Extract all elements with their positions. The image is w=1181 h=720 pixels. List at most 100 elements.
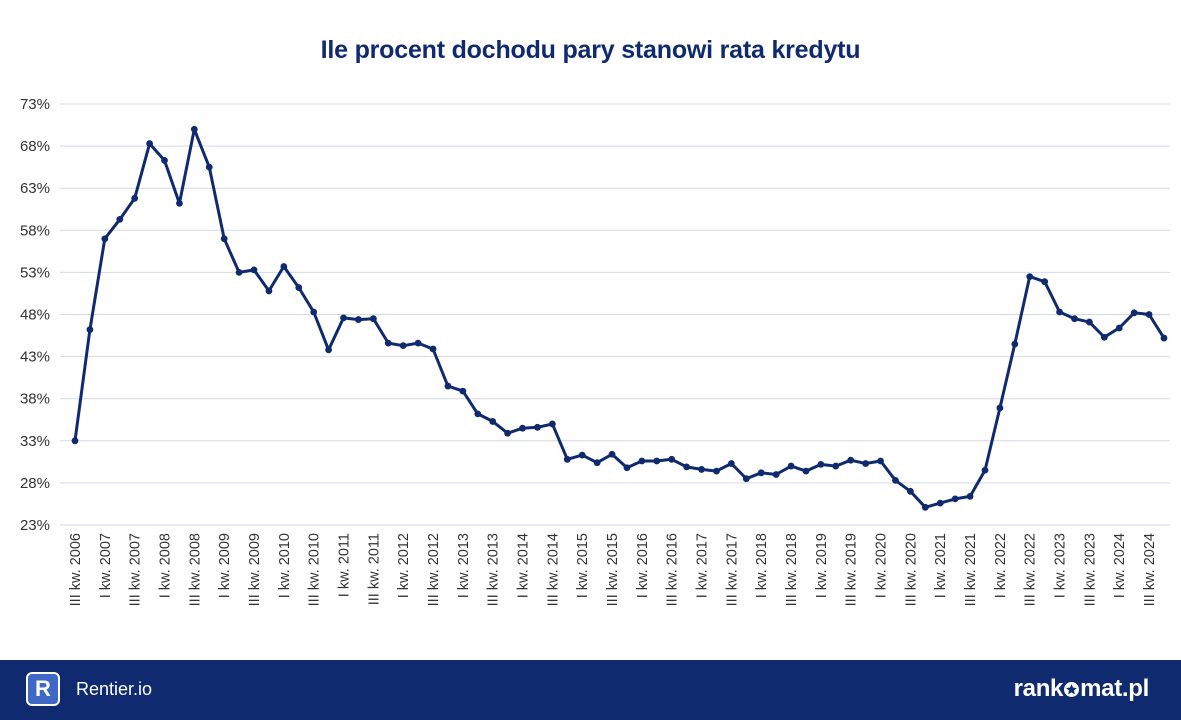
data-point [623, 464, 631, 472]
x-tick-label: III kw. 2011 [366, 533, 382, 605]
data-point [802, 467, 810, 475]
x-tick-label: III kw. 2014 [545, 533, 561, 606]
data-point [593, 459, 601, 467]
data-point [519, 424, 526, 432]
data-point [996, 404, 1004, 412]
data-point [772, 471, 780, 478]
data-point [161, 157, 168, 164]
data-point [1026, 273, 1034, 281]
data-point [369, 315, 377, 323]
data-point [384, 339, 392, 347]
data-point [787, 462, 795, 470]
data-point [847, 456, 855, 464]
data-point [921, 503, 929, 511]
x-tick-label: III kw. 2007 [128, 533, 144, 606]
data-point [683, 463, 691, 471]
x-tick-label: III kw. 2018 [784, 533, 800, 606]
data-point [131, 194, 139, 202]
data-point [489, 418, 497, 425]
data-point [906, 487, 914, 495]
data-point [638, 457, 646, 465]
data-point [1056, 308, 1063, 316]
data-point [698, 466, 705, 473]
x-tick-label: III kw. 2016 [665, 533, 681, 606]
x-tick-label: I kw. 2022 [993, 533, 1009, 598]
x-tick-label: III kw. 2019 [844, 533, 860, 606]
data-point [235, 269, 243, 276]
data-point [951, 495, 959, 503]
y-tick-label: 53% [20, 264, 50, 281]
y-tick-label: 48% [20, 307, 50, 324]
y-tick-label: 23% [20, 517, 50, 534]
series-points [71, 125, 1168, 511]
x-tick-label: III kw. 2012 [426, 533, 442, 606]
data-point [877, 457, 884, 465]
x-tick-label: III kw. 2020 [903, 533, 919, 606]
data-point [862, 460, 870, 467]
data-point [578, 451, 586, 459]
x-tick-label: I kw. 2016 [635, 533, 651, 598]
rankomat-logo-part-2: mat.pl [1080, 674, 1149, 702]
footer-bar: R Rentier.io rank mat.pl [0, 660, 1181, 720]
data-point [563, 455, 571, 463]
data-point [1160, 334, 1168, 342]
x-tick-label: I kw. 2009 [217, 533, 233, 598]
data-point [220, 235, 228, 243]
data-point [534, 423, 541, 431]
x-tick-label: I kw. 2018 [754, 533, 770, 598]
x-tick-label: I kw. 2007 [98, 533, 114, 598]
data-point [1071, 315, 1078, 323]
rentier-logo: R [26, 672, 60, 706]
data-point [1100, 333, 1108, 341]
data-point [250, 266, 258, 274]
y-tick-label: 63% [20, 180, 50, 197]
x-tick-label: I kw. 2024 [1112, 533, 1128, 598]
y-tick-label: 28% [20, 475, 50, 492]
x-tick-label: III kw. 2015 [605, 533, 621, 606]
data-point [892, 476, 899, 484]
data-point [71, 437, 79, 445]
data-point [1011, 340, 1019, 348]
x-tick-label: III kw. 2006 [68, 533, 84, 606]
x-tick-label: I kw. 2011 [337, 533, 353, 597]
y-tick-label: 43% [20, 349, 50, 366]
data-point [474, 410, 482, 418]
x-tick-label: I kw. 2012 [396, 533, 412, 598]
x-tick-label: I kw. 2017 [695, 533, 711, 598]
x-tick-label: III kw. 2024 [1142, 533, 1158, 606]
y-tick-label: 38% [20, 391, 50, 408]
data-point [146, 140, 153, 147]
x-tick-label: I kw. 2013 [456, 533, 472, 598]
x-tick-label: III kw. 2009 [247, 533, 263, 606]
data-point [295, 284, 303, 291]
data-point [414, 339, 422, 347]
data-point [116, 215, 124, 223]
x-tick-label: I kw. 2021 [933, 533, 949, 598]
x-tick-label: I kw. 2008 [158, 533, 174, 598]
series-line [73, 127, 1166, 509]
data-point [280, 263, 288, 270]
x-tick-label: III kw. 2010 [307, 533, 323, 606]
y-tick-label: 73% [20, 96, 50, 113]
x-tick-label: III kw. 2013 [486, 533, 502, 606]
data-point [981, 466, 989, 474]
x-tick-label: III kw. 2021 [963, 533, 979, 606]
x-tick-label: I kw. 2015 [575, 533, 591, 598]
chart-title: Ile procent dochodu pary stanowi rata kr… [320, 36, 861, 64]
data-point [190, 125, 198, 133]
data-point [608, 450, 616, 458]
x-axis-ticks: III kw. 2006 I kw. 2007 III kw. 2007 I kw. … [68, 533, 1158, 606]
star-icon [1064, 682, 1080, 698]
data-point [936, 499, 944, 507]
data-point [1145, 311, 1153, 318]
data-point [653, 457, 661, 465]
rentier-brand-name: Rentier.io [76, 679, 153, 699]
data-point [325, 346, 333, 354]
data-point [399, 342, 407, 350]
data-point [966, 492, 974, 500]
x-tick-label: I kw. 2023 [1053, 533, 1069, 598]
data-point [713, 467, 720, 475]
data-point [668, 455, 676, 463]
data-point [817, 460, 825, 468]
data-point [1130, 309, 1138, 317]
